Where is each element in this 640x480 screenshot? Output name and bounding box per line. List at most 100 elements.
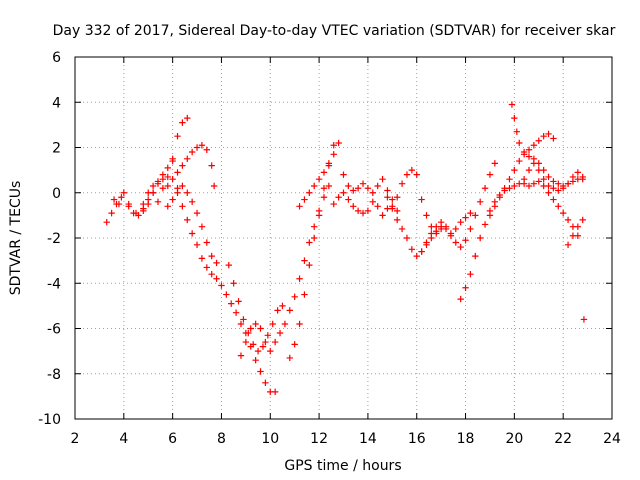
data-point [413,171,420,178]
data-point [135,212,142,219]
series-arc-e [174,185,279,396]
data-point [208,162,215,169]
data-point [359,180,367,187]
data-point [262,379,269,386]
data-point [506,175,513,183]
data-point [345,182,352,190]
data-point [169,155,176,163]
data-point [384,187,391,194]
data-point [179,162,186,169]
data-point [103,218,110,226]
data-point [555,180,562,187]
chart-title: Day 332 of 2017, Sidereal Day-to-day VTE… [53,23,616,39]
data-point [394,207,401,215]
data-point [398,225,406,233]
data-point [428,234,435,242]
data-point [486,207,494,215]
data-point [208,271,215,278]
data-point [359,209,367,217]
data-point [564,180,572,187]
data-point [354,207,362,215]
data-point [384,194,391,201]
data-point [452,225,459,233]
data-point [569,232,577,239]
data-point [259,343,267,350]
data-point [569,173,577,181]
data-point [269,320,276,328]
data-point [462,214,469,221]
data-point [457,218,464,226]
series-arc-c [140,142,218,215]
data-point [476,234,484,242]
data-point [296,275,303,282]
data-point [389,205,396,212]
data-point [423,241,430,248]
data-point [179,182,186,190]
x-tick-label: 18 [457,431,475,447]
data-point [325,182,333,190]
series-arc-f [225,261,286,355]
data-point [447,232,455,239]
data-point [315,212,323,219]
series-arc-l [418,160,499,255]
data-point [330,151,337,158]
data-point [130,209,137,217]
data-point [525,146,533,153]
data-point [472,212,479,219]
data-point [179,203,186,210]
data-point [110,196,118,203]
data-point [467,271,474,278]
data-point [281,320,289,328]
series-arc-p [520,160,586,194]
data-point [179,119,186,126]
data-point [203,239,211,246]
data-point [403,171,411,178]
data-point [306,261,313,269]
data-point [230,280,237,287]
data-point [511,114,518,122]
data-point [301,257,308,264]
series-arc-o [508,101,586,190]
y-tick-label: 6 [52,50,61,66]
data-point [140,207,147,215]
x-tick-label: 24 [603,431,621,447]
data-point [311,182,318,190]
data-point [545,182,552,190]
y-tick-label: -4 [47,276,61,292]
data-point [511,166,518,174]
data-point [325,160,333,167]
data-point [164,182,171,190]
data-point [540,132,547,140]
data-point [350,203,357,210]
data-point [174,185,181,192]
data-point [198,142,206,149]
data-point [291,341,298,348]
x-tick-label: 14 [359,431,377,447]
data-point [213,259,220,267]
grid-layer [75,57,612,419]
data-point [203,264,211,271]
data-point [364,207,372,215]
x-tick-label: 2 [71,431,80,447]
data-point [257,325,264,332]
data-point [340,189,347,196]
series-arc-h [286,142,337,362]
data-point [276,329,284,337]
data-point [210,182,218,190]
data-point [467,209,474,217]
data-point [188,230,196,237]
y-tick-label: 4 [52,95,61,111]
data-point [530,160,538,167]
data-point [115,200,123,208]
data-point [345,196,352,203]
data-point [555,187,562,194]
data-point [520,148,528,156]
data-point [525,166,533,174]
data-point [545,189,552,196]
data-point [379,175,386,183]
data-point [452,239,459,246]
data-point [279,302,286,310]
data-point [252,320,259,328]
data-point [574,169,582,176]
